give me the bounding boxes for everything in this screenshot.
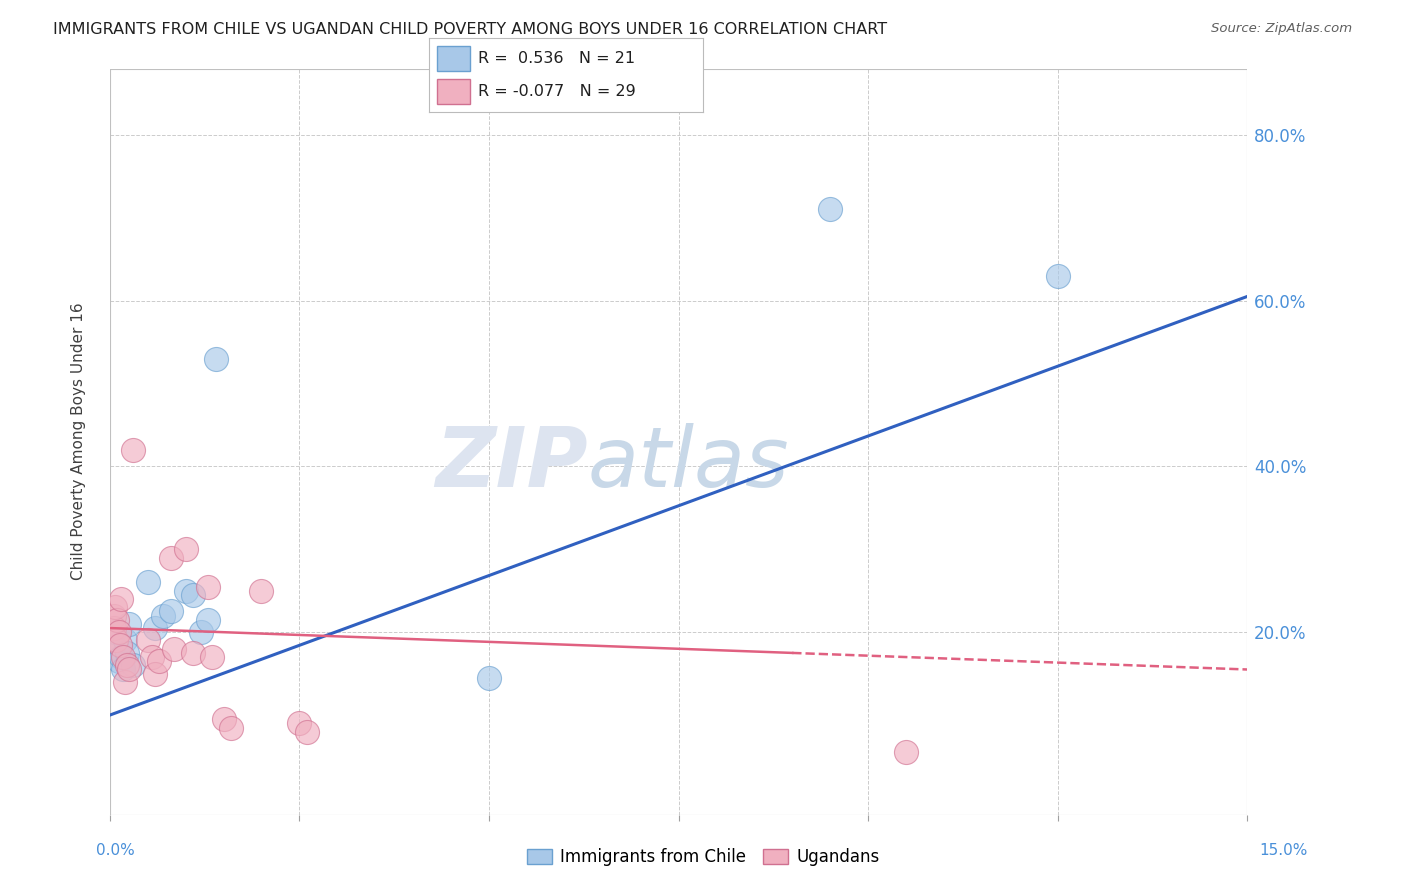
- Point: [190, 625, 212, 640]
- Point: [114, 633, 136, 648]
- Point: [894, 745, 917, 759]
- Point: [136, 575, 159, 590]
- Point: [159, 550, 181, 565]
- Point: [112, 650, 135, 665]
- Y-axis label: Child Poverty Among Boys Under 16: Child Poverty Among Boys Under 16: [72, 302, 86, 581]
- Point: [108, 638, 131, 652]
- Legend: Immigrants from Chile, Ugandans: Immigrants from Chile, Ugandans: [520, 842, 886, 873]
- Point: [121, 442, 143, 457]
- Point: [115, 646, 138, 660]
- Text: R =  0.536   N = 21: R = 0.536 N = 21: [478, 51, 636, 66]
- Point: [818, 202, 841, 217]
- Point: [197, 580, 219, 594]
- Point: [110, 592, 132, 607]
- Point: [115, 658, 138, 673]
- Point: [159, 605, 181, 619]
- Text: 15.0%: 15.0%: [1260, 844, 1308, 858]
- Point: [201, 650, 224, 665]
- Point: [163, 641, 186, 656]
- Point: [136, 633, 159, 648]
- Text: atlas: atlas: [588, 424, 789, 504]
- Text: Source: ZipAtlas.com: Source: ZipAtlas.com: [1212, 22, 1353, 36]
- Point: [103, 608, 125, 623]
- Point: [148, 654, 170, 668]
- Point: [141, 650, 163, 665]
- Point: [107, 613, 129, 627]
- Point: [104, 633, 127, 648]
- Point: [118, 616, 141, 631]
- Text: R = -0.077   N = 29: R = -0.077 N = 29: [478, 84, 636, 99]
- Text: ZIP: ZIP: [434, 424, 588, 504]
- FancyBboxPatch shape: [437, 79, 470, 104]
- Point: [219, 721, 242, 735]
- Point: [103, 625, 125, 640]
- Point: [1046, 268, 1069, 283]
- Point: [143, 666, 166, 681]
- Point: [108, 654, 131, 668]
- Point: [108, 625, 131, 640]
- Text: 0.0%: 0.0%: [96, 844, 135, 858]
- FancyBboxPatch shape: [437, 45, 470, 70]
- Point: [197, 613, 219, 627]
- Point: [181, 588, 204, 602]
- Point: [121, 658, 143, 673]
- Point: [174, 542, 197, 557]
- Point: [114, 674, 136, 689]
- Point: [143, 621, 166, 635]
- Point: [250, 583, 273, 598]
- Point: [174, 583, 197, 598]
- Point: [478, 671, 501, 685]
- Point: [107, 641, 129, 656]
- Text: IMMIGRANTS FROM CHILE VS UGANDAN CHILD POVERTY AMONG BOYS UNDER 16 CORRELATION C: IMMIGRANTS FROM CHILE VS UGANDAN CHILD P…: [53, 22, 887, 37]
- Point: [112, 663, 135, 677]
- Point: [118, 663, 141, 677]
- Point: [110, 650, 132, 665]
- Point: [205, 351, 228, 366]
- Point: [103, 621, 125, 635]
- Point: [288, 716, 311, 731]
- Point: [152, 608, 174, 623]
- Point: [212, 712, 235, 726]
- Point: [104, 600, 127, 615]
- Point: [295, 724, 318, 739]
- Point: [181, 646, 204, 660]
